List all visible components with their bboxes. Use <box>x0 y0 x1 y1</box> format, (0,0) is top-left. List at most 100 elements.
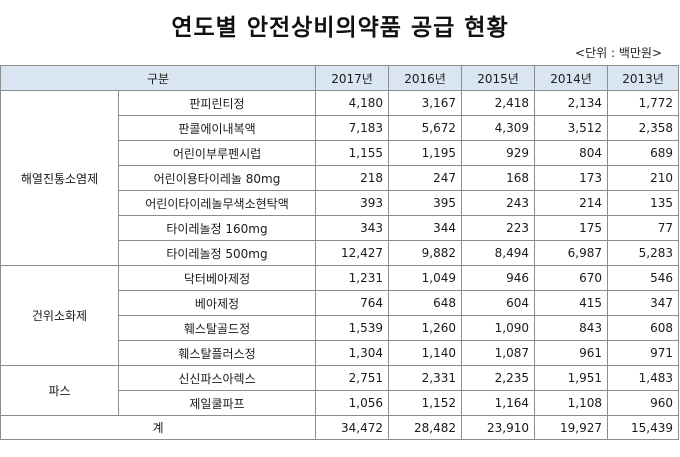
page-title: 연도별 안전상비의약품 공급 현황 <box>171 15 509 41</box>
value-cell: 1,772 <box>607 90 679 116</box>
value-cell: 6,987 <box>534 240 608 266</box>
value-cell: 764 <box>315 290 389 316</box>
value-cell: 8,494 <box>461 240 535 266</box>
value-cell: 1,140 <box>388 340 462 366</box>
value-cell: 1,049 <box>388 265 462 291</box>
supply-table: 구분 2017년 2016년 2015년 2014년 2013년 해열진통소염제… <box>0 65 679 440</box>
value-cell: 344 <box>388 215 462 241</box>
value-cell: 946 <box>461 265 535 291</box>
value-cell: 1,164 <box>461 390 535 416</box>
header-row: 구분 2017년 2016년 2015년 2014년 2013년 <box>0 65 679 91</box>
value-cell: 1,087 <box>461 340 535 366</box>
value-cell: 247 <box>388 165 462 191</box>
value-cell: 2,331 <box>388 365 462 391</box>
total-value-cell: 28,482 <box>388 415 462 440</box>
value-cell: 1,155 <box>315 140 389 166</box>
table-row: 해열진통소염제 판피린티정 4,180 3,167 2,418 2,134 1,772 <box>0 90 679 266</box>
value-cell: 1,304 <box>315 340 389 366</box>
value-cell: 347 <box>607 290 679 316</box>
value-cell: 4,309 <box>461 115 535 141</box>
value-cell: 210 <box>607 165 679 191</box>
item-name: 닥터베아제정 <box>118 265 316 291</box>
value-cell: 670 <box>534 265 608 291</box>
value-cell: 1,152 <box>388 390 462 416</box>
table-row: 어린이타이레놀무색소현탁액 393 395 243 214 135 <box>1 190 679 216</box>
total-value-cell: 19,927 <box>534 415 608 440</box>
value-cell: 1,195 <box>388 140 462 166</box>
value-cell: 135 <box>607 190 679 216</box>
value-cell: 546 <box>607 265 679 291</box>
value-cell: 415 <box>534 290 608 316</box>
value-cell: 2,751 <box>315 365 389 391</box>
value-cell: 604 <box>461 290 535 316</box>
value-cell: 214 <box>534 190 608 216</box>
value-cell: 2,134 <box>534 90 608 116</box>
header-year: 2015년 <box>461 65 535 91</box>
unit-note: <단위 : 백만원> <box>575 46 662 60</box>
total-label: 계 <box>0 415 316 440</box>
value-cell: 173 <box>534 165 608 191</box>
group-name: 건위소화제 <box>0 265 119 366</box>
value-cell: 5,672 <box>388 115 462 141</box>
item-name: 판콜에이내복액 <box>118 115 316 141</box>
table-row: 어린이부루펜시럽 1,155 1,195 929 804 689 <box>1 140 679 166</box>
value-cell: 929 <box>461 140 535 166</box>
total-row: 계 34,472 28,482 23,910 19,927 15,439 <box>0 415 679 440</box>
header-category: 구분 <box>0 65 316 91</box>
value-cell: 175 <box>534 215 608 241</box>
item-name: 제일쿨파프 <box>118 390 316 416</box>
value-cell: 2,418 <box>461 90 535 116</box>
header-year: 2017년 <box>315 65 389 91</box>
total-value-cell: 34,472 <box>315 415 389 440</box>
table-body: 해열진통소염제 판피린티정 4,180 3,167 2,418 2,134 1,772 판콜에… <box>0 90 679 440</box>
group-name: 해열진통소염제 <box>0 90 119 266</box>
value-cell: 843 <box>534 315 608 341</box>
value-cell: 223 <box>461 215 535 241</box>
item-name: 베아제정 <box>118 290 316 316</box>
value-cell: 395 <box>388 190 462 216</box>
value-cell: 1,231 <box>315 265 389 291</box>
value-cell: 689 <box>607 140 679 166</box>
value-cell: 343 <box>315 215 389 241</box>
group-name: 파스 <box>0 365 119 416</box>
item-name: 어린이타이레놀무색소현탁액 <box>118 190 316 216</box>
value-cell: 218 <box>315 165 389 191</box>
value-cell: 5,283 <box>607 240 679 266</box>
item-name: 어린이용타이레놀 80mg <box>118 165 316 191</box>
value-cell: 608 <box>607 315 679 341</box>
table-row: 훼스탈골드정 1,539 1,260 1,090 843 608 <box>1 315 679 341</box>
value-cell: 3,167 <box>388 90 462 116</box>
value-cell: 1,483 <box>607 365 679 391</box>
value-cell: 804 <box>534 140 608 166</box>
value-cell: 393 <box>315 190 389 216</box>
value-cell: 77 <box>607 215 679 241</box>
table-row: 건위소화제 닥터베아제정 1,231 1,049 946 670 546 <box>0 265 679 366</box>
table-row: 어린이용타이레놀 80mg 218 247 168 173 210 <box>1 165 679 191</box>
table-row: 타이레놀정 160mg 343 344 223 175 77 <box>1 215 679 241</box>
item-name: 타이레놀정 500mg <box>118 240 316 266</box>
header-year: 2014년 <box>534 65 608 91</box>
value-cell: 9,882 <box>388 240 462 266</box>
value-cell: 12,427 <box>315 240 389 266</box>
item-name: 훼스탈골드정 <box>118 315 316 341</box>
value-cell: 1,108 <box>534 390 608 416</box>
item-name: 훼스탈플러스정 <box>118 340 316 366</box>
value-cell: 2,235 <box>461 365 535 391</box>
value-cell: 2,358 <box>607 115 679 141</box>
value-cell: 4,180 <box>315 90 389 116</box>
value-cell: 961 <box>534 340 608 366</box>
total-value-cell: 23,910 <box>461 415 535 440</box>
value-cell: 1,951 <box>534 365 608 391</box>
value-cell: 168 <box>461 165 535 191</box>
value-cell: 1,260 <box>388 315 462 341</box>
item-name: 판피린티정 <box>118 90 316 116</box>
value-cell: 1,090 <box>461 315 535 341</box>
value-cell: 971 <box>607 340 679 366</box>
item-name: 어린이부루펜시럽 <box>118 140 316 166</box>
table-row: 제일쿨파프 1,056 1,152 1,164 1,108 960 <box>1 390 679 416</box>
item-name: 신신파스아렉스 <box>118 365 316 391</box>
table-row: 판콜에이내복액 7,183 5,672 4,309 3,512 2,358 <box>1 115 679 141</box>
table-row: 파스 신신파스아렉스 2,751 2,331 2,235 1,951 1,483 <box>0 365 679 416</box>
value-cell: 648 <box>388 290 462 316</box>
